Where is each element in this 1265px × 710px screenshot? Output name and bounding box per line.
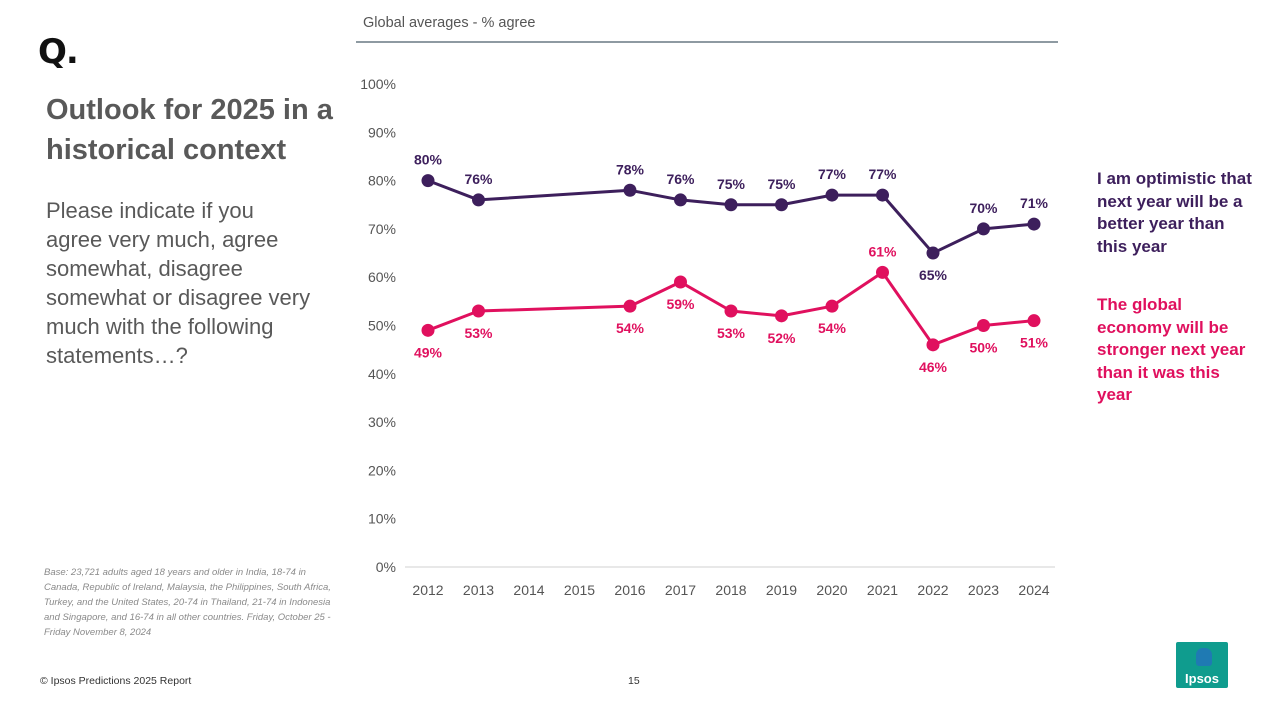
data-point [926, 246, 940, 260]
data-point [623, 299, 637, 313]
chart-subtitle: Global averages - % agree [363, 15, 536, 31]
page-title: Outlook for 2025 in a historical context [46, 94, 333, 166]
data-label: 53% [717, 325, 746, 341]
subtitle-divider [356, 41, 1058, 43]
data-label: 76% [464, 171, 493, 187]
y-tick-label: 70% [368, 221, 396, 237]
data-point [825, 299, 839, 313]
data-point [775, 198, 788, 212]
data-label: 65% [919, 267, 948, 283]
y-tick-label: 60% [368, 269, 396, 285]
x-tick-label: 2024 [1018, 582, 1049, 598]
brand-q-logo: Q. [38, 32, 79, 72]
x-tick-label: 2019 [766, 582, 797, 598]
y-tick-label: 90% [368, 124, 396, 140]
data-label: 49% [414, 344, 443, 360]
y-tick-label: 80% [368, 173, 396, 189]
data-point [775, 309, 788, 323]
data-point [926, 338, 940, 352]
y-tick-label: 50% [368, 318, 396, 334]
data-point [472, 304, 485, 318]
y-tick-label: 30% [368, 414, 396, 430]
y-tick-label: 100% [360, 76, 396, 92]
ipsos-logo-mark-icon [1196, 648, 1212, 666]
data-label: 52% [767, 330, 796, 346]
x-tick-label: 2013 [463, 582, 494, 598]
data-label: 75% [767, 176, 796, 192]
data-point [825, 188, 839, 202]
data-label: 77% [818, 166, 847, 182]
legend-optimism: I am optimistic that next year will be a… [1097, 169, 1252, 256]
x-tick-label: 2016 [614, 582, 645, 598]
x-tick-label: 2021 [867, 582, 898, 598]
x-tick-label: 2017 [665, 582, 696, 598]
x-tick-label: 2015 [564, 582, 595, 598]
data-label: 53% [464, 325, 493, 341]
y-tick-label: 10% [368, 511, 396, 527]
y-tick-label: 0% [376, 559, 396, 575]
page-number: 15 [628, 675, 640, 687]
data-label: 51% [1020, 335, 1049, 351]
data-point [1027, 314, 1041, 328]
data-point [1027, 217, 1041, 231]
data-label: 76% [666, 171, 695, 187]
data-label: 46% [919, 359, 948, 375]
data-label: 78% [616, 161, 645, 177]
data-label: 59% [666, 296, 695, 312]
y-tick-label: 40% [368, 366, 396, 382]
x-tick-label: 2018 [715, 582, 746, 598]
data-point [472, 193, 485, 207]
data-label: 61% [868, 243, 897, 259]
data-point [724, 198, 738, 212]
ipsos-logo: Ipsos [1176, 642, 1228, 688]
x-tick-label: 2020 [816, 582, 847, 598]
data-label: 54% [616, 320, 645, 336]
data-point [674, 275, 687, 289]
data-label: 50% [969, 340, 998, 356]
x-tick-label: 2014 [513, 582, 544, 598]
data-point [724, 304, 738, 318]
data-label: 77% [868, 166, 897, 182]
data-label: 80% [414, 152, 443, 168]
data-label: 70% [969, 200, 998, 216]
data-point [421, 174, 435, 188]
data-point [623, 183, 637, 197]
x-tick-label: 2022 [917, 582, 948, 598]
data-point [876, 188, 889, 202]
data-point [876, 265, 889, 279]
x-tick-label: 2023 [968, 582, 999, 598]
ipsos-logo-text: Ipsos [1185, 671, 1219, 686]
data-label: 54% [818, 320, 847, 336]
data-point [977, 319, 990, 332]
data-point [421, 323, 435, 337]
data-label: 71% [1020, 195, 1049, 211]
data-point [977, 222, 990, 236]
data-label: 75% [717, 176, 746, 192]
survey-question: Please indicate if you agree very much, … [46, 198, 311, 368]
copyright-text: © Ipsos Predictions 2025 Report [40, 675, 192, 687]
y-tick-label: 20% [368, 462, 396, 478]
base-note: Base: 23,721 adults aged 18 years and ol… [44, 567, 331, 638]
legend-economy: The global economy will be stronger next… [1097, 295, 1246, 404]
data-point [674, 193, 687, 207]
x-tick-label: 2012 [412, 582, 443, 598]
